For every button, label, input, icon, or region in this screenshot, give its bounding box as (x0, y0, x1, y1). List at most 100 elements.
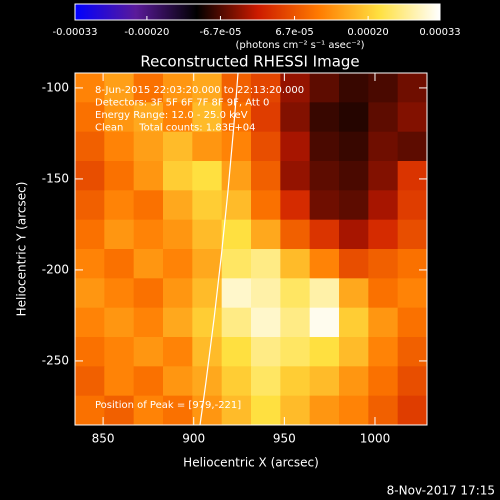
heatmap-cell (192, 131, 223, 162)
x-tick-label: 850 (92, 432, 115, 446)
heatmap-cell (397, 102, 428, 133)
heatmap-cell (309, 102, 340, 133)
heatmap-cell (251, 307, 281, 338)
heatmap-cell (251, 278, 281, 309)
colorbar-tick-label: 6.7e-05 (275, 27, 313, 38)
heatmap-cell (221, 131, 252, 162)
heatmap-cell (397, 278, 428, 309)
heatmap-cell (368, 73, 399, 103)
heatmap-cell (133, 395, 164, 426)
heatmap-cell (104, 131, 135, 162)
heatmap-cell (192, 307, 223, 338)
heatmap-cell (280, 395, 311, 426)
heatmap-cell (397, 131, 428, 162)
heatmap-cell (133, 73, 164, 103)
heatmap-cell (163, 395, 193, 426)
heatmap-cell (339, 278, 369, 309)
heatmap-cell (280, 366, 311, 397)
heatmap-cell (104, 219, 135, 250)
heatmap-cell (368, 219, 399, 250)
heatmap-cell (368, 131, 399, 162)
heatmap-cell (104, 278, 135, 309)
x-tick-label: 900 (182, 432, 205, 446)
heatmap-cell (339, 190, 369, 221)
heatmap-cell (368, 278, 399, 309)
heatmap-cell (221, 337, 252, 367)
heatmap (75, 73, 428, 426)
heatmap-cell (133, 307, 164, 338)
heatmap-cell (368, 102, 399, 133)
heatmap-cell (104, 366, 135, 397)
heatmap-cell (163, 307, 193, 338)
heatmap-cell (309, 73, 340, 103)
heatmap-cell (397, 395, 428, 426)
heatmap-cell (339, 337, 369, 367)
heatmap-cell (133, 190, 164, 221)
heatmap-cell (251, 249, 281, 279)
y-tick-label: -200 (42, 262, 69, 276)
heatmap-cell (104, 73, 135, 103)
heatmap-cell (339, 366, 369, 397)
heatmap-cell (75, 395, 105, 426)
heatmap-cell (163, 73, 193, 103)
y-tick-label: -150 (42, 171, 69, 185)
heatmap-cell (163, 366, 193, 397)
plot-frame (74, 72, 428, 426)
heatmap-cell (251, 219, 281, 250)
heatmap-cell (221, 102, 252, 133)
heatmap-cell (192, 395, 223, 426)
heatmap-cell (397, 219, 428, 250)
heatmap-cell (75, 102, 105, 133)
colorbar-tick-label: -6.7e-05 (199, 27, 241, 38)
heatmap-cell (339, 307, 369, 338)
heatmap-cell (192, 249, 223, 279)
heatmap-cell (251, 73, 281, 103)
heatmap-cell (192, 337, 223, 367)
heatmap-cell (251, 395, 281, 426)
heatmap-cell (280, 337, 311, 367)
x-tick-label: 950 (273, 432, 296, 446)
heatmap-cell (251, 131, 281, 162)
heatmap-cell (104, 161, 135, 191)
heatmap-cell (221, 278, 252, 309)
heatmap-cell (397, 161, 428, 191)
y-tick-label: -100 (42, 80, 69, 94)
y-tick-label: -250 (42, 353, 69, 367)
heatmap-cell (221, 161, 252, 191)
colorbar (74, 3, 441, 21)
heatmap-cell (309, 161, 340, 191)
heatmap-cell (309, 337, 340, 367)
heatmap-cell (163, 161, 193, 191)
heatmap-cell (339, 131, 369, 162)
heatmap-cell (280, 219, 311, 250)
heatmap-cell (309, 278, 340, 309)
colorbar-tick-label: -0.00033 (53, 27, 98, 38)
heatmap-cell (163, 131, 193, 162)
heatmap-cell (339, 73, 369, 103)
annotation: Clean Total counts: 1.83E+04 (95, 123, 255, 134)
heatmap-cell (192, 102, 223, 133)
heatmap-cell (368, 249, 399, 279)
colorbar-tick-label: 0.00033 (419, 27, 460, 38)
heatmap-cell (163, 249, 193, 279)
heatmap-cell (192, 73, 223, 103)
heatmap-cell (75, 131, 105, 162)
y-axis-label: Heliocentric Y (arcsec) (15, 182, 29, 317)
heatmap-cell (397, 337, 428, 367)
heatmap-cell (133, 102, 164, 133)
heatmap-cell (309, 249, 340, 279)
heatmap-cell (368, 395, 399, 426)
heatmap-cell (75, 161, 105, 191)
heatmap-cell (133, 366, 164, 397)
heatmap-cell (339, 102, 369, 133)
heatmap-cell (251, 161, 281, 191)
heatmap-cell (221, 395, 252, 426)
heatmap-cell (221, 219, 252, 250)
heatmap-cell (75, 366, 105, 397)
heatmap-cell (251, 366, 281, 397)
heatmap-cell (368, 366, 399, 397)
heatmap-cell (221, 249, 252, 279)
heatmap-cell (309, 219, 340, 250)
